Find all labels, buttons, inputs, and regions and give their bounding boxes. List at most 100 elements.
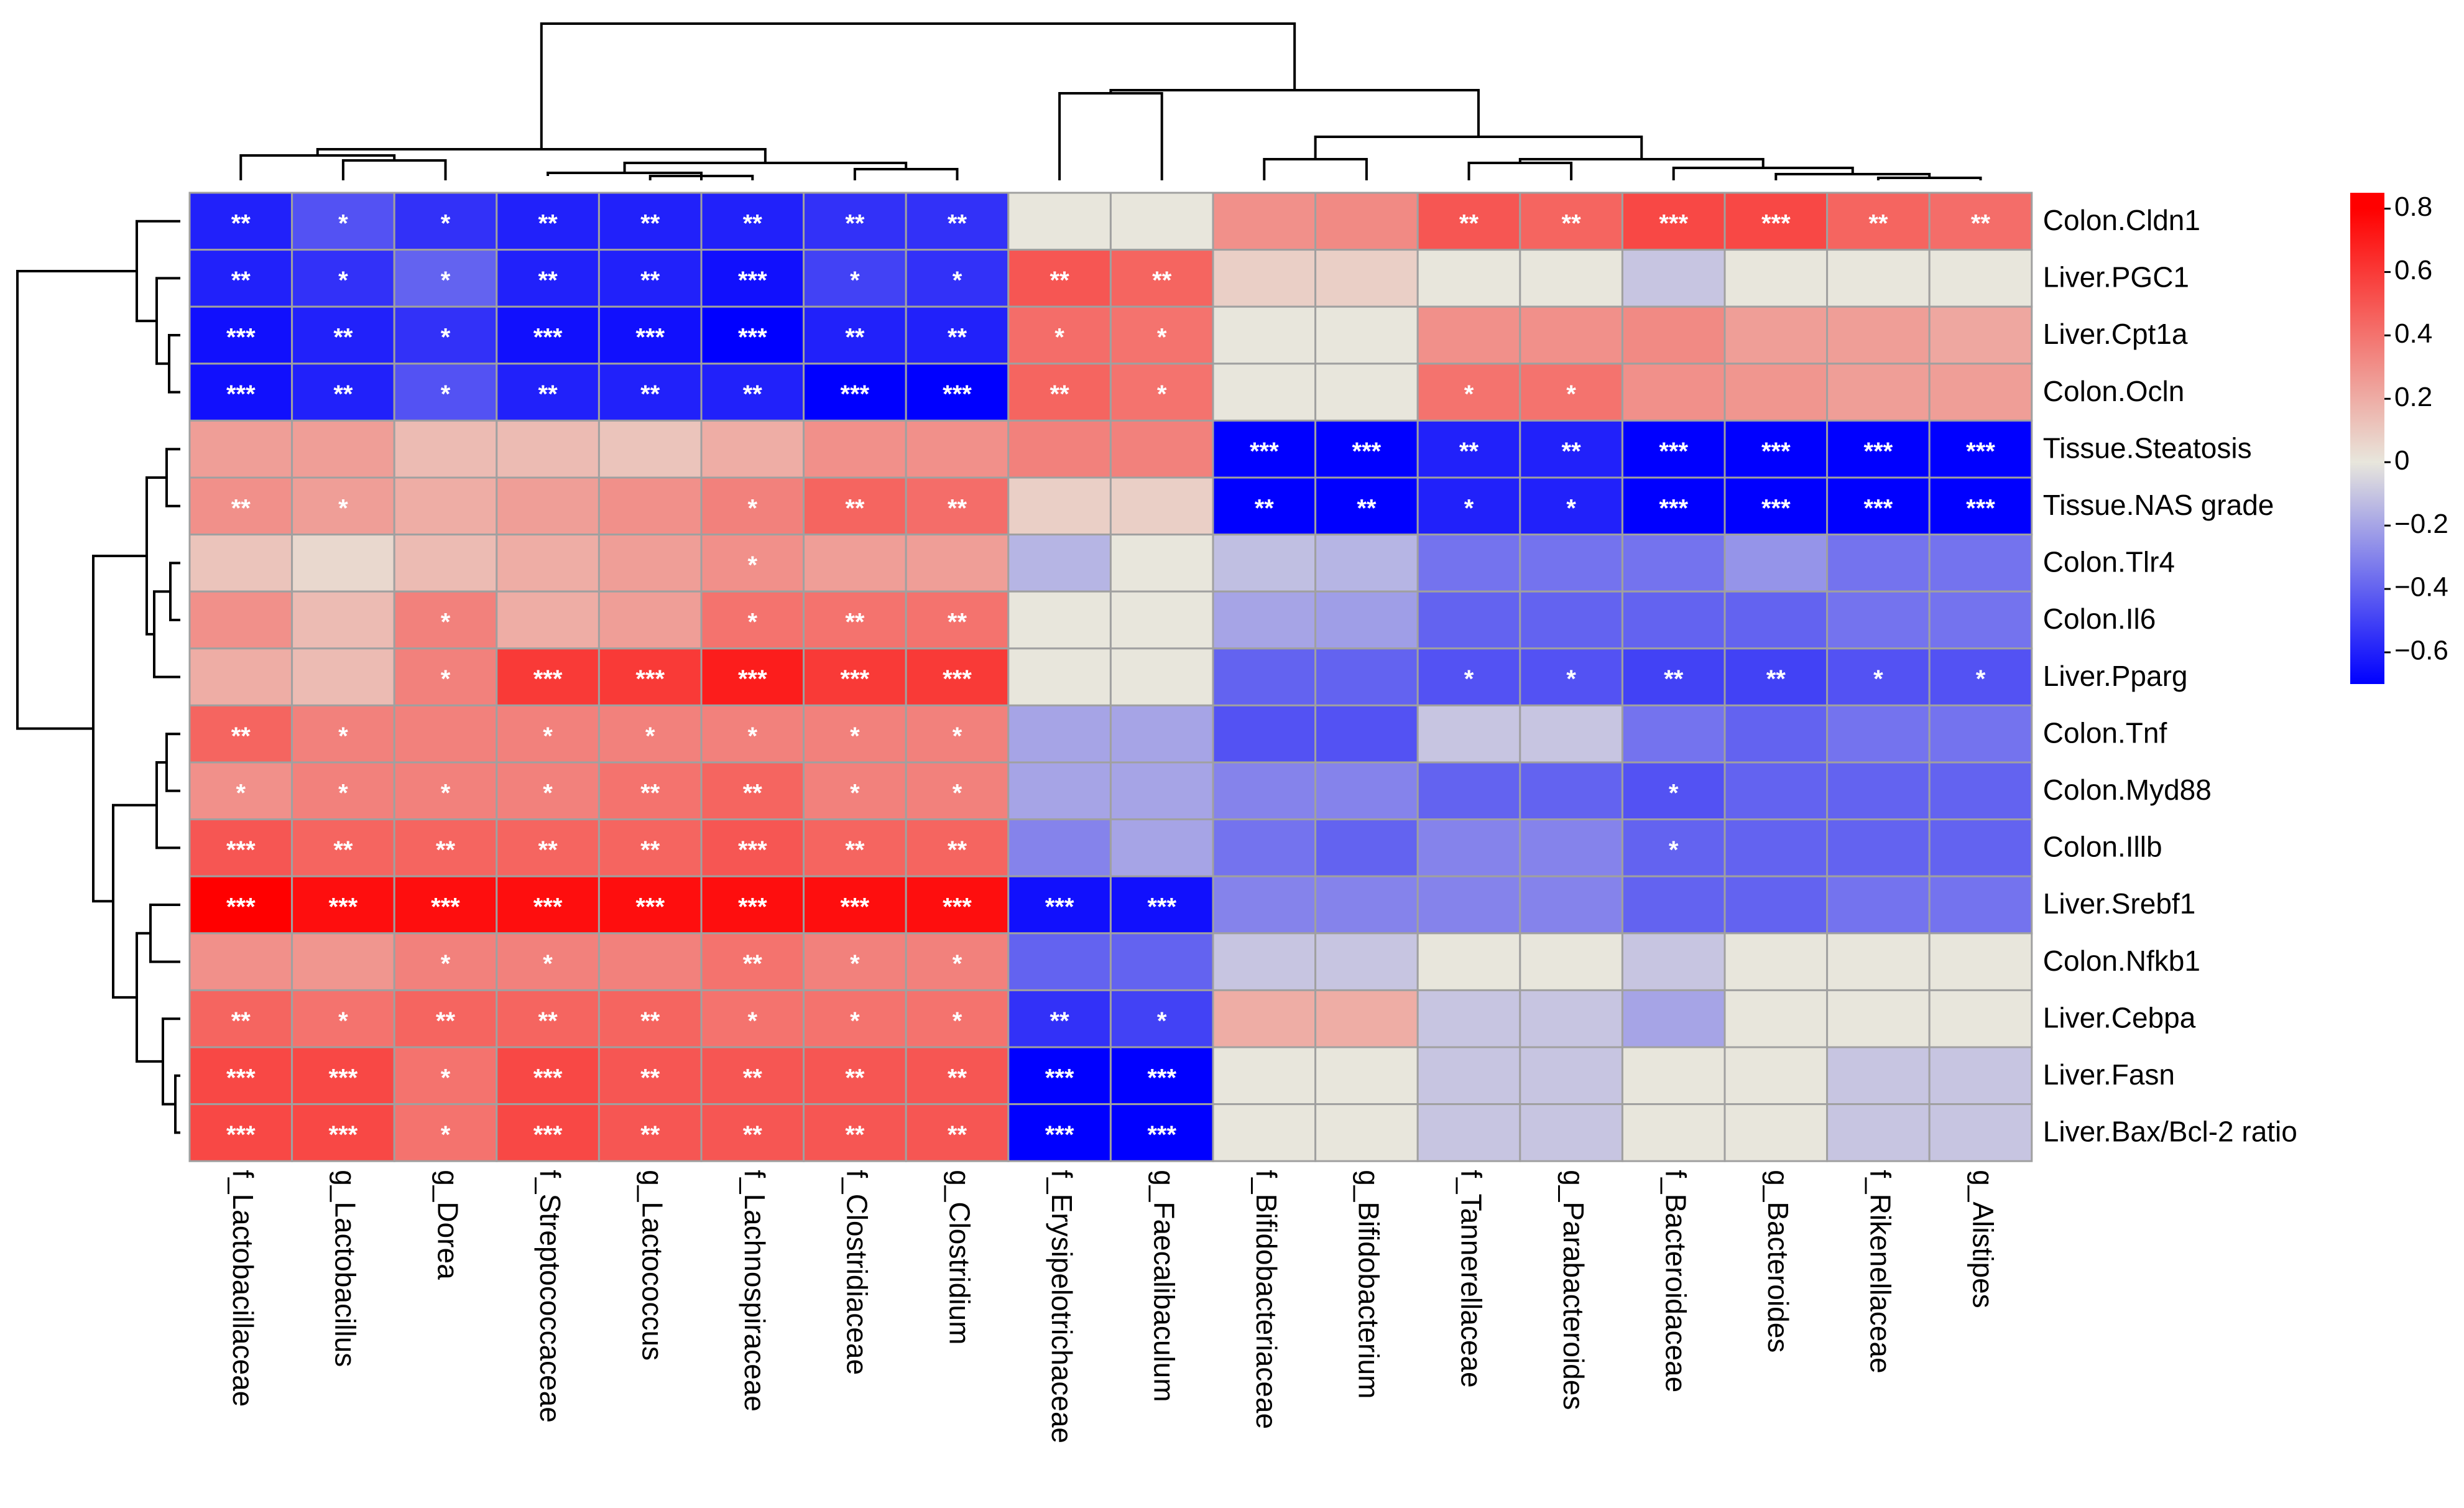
significance-label: * — [1157, 381, 1167, 408]
legend-tick-label: 0.2 — [2394, 382, 2432, 412]
significance-label: * — [748, 609, 758, 636]
dendrogram-branch — [16, 269, 137, 730]
heatmap-cell — [1621, 932, 1726, 991]
heatmap-cell — [1212, 704, 1317, 764]
significance-label: * — [953, 723, 962, 750]
significance-label: ** — [948, 609, 967, 636]
heatmap-cell — [1723, 989, 1829, 1048]
heatmap-cell — [496, 419, 600, 479]
heatmap-cell — [1314, 419, 1419, 479]
significance-label: ** — [1255, 494, 1275, 522]
heatmap-cell — [1314, 192, 1419, 251]
heatmap-cell — [803, 818, 907, 877]
heatmap-cell — [1212, 989, 1317, 1048]
significance-label: ** — [231, 267, 251, 294]
significance-label: *** — [1659, 210, 1688, 237]
heatmap-cell — [598, 818, 703, 877]
column-label: g_Lactococcus — [637, 1170, 669, 1361]
heatmap-cell — [1416, 932, 1521, 991]
significance-label: *** — [635, 894, 665, 921]
heatmap-cell — [905, 647, 1010, 706]
column-labels: f_Lactobacillaceae g_Lactobacillus g_Dorea… — [227, 1170, 1999, 1443]
heatmap-cell — [803, 534, 907, 593]
heatmap-cell — [1826, 875, 1931, 935]
heatmap-cell — [393, 590, 498, 650]
heatmap-cell — [496, 647, 600, 706]
heatmap-cell — [1314, 989, 1419, 1048]
heatmap-cell — [905, 249, 1010, 308]
heatmap-cell — [1109, 476, 1214, 536]
heatmap-cell — [393, 534, 498, 593]
heatmap-cell — [1109, 419, 1214, 479]
significance-label: ** — [948, 494, 967, 522]
significance-label: * — [1976, 665, 1986, 693]
legend-ticks: 0.8 0.6 0.4 0.2 0 −0.2 −0.4 −0.6 — [2384, 192, 2448, 666]
significance-label: * — [543, 950, 553, 978]
heatmap-cell — [1314, 305, 1419, 365]
heatmap-cell — [393, 761, 498, 821]
row-label: Colon.Myd88 — [2043, 774, 2212, 806]
heatmap-cell — [1723, 305, 1829, 365]
heatmap-cell — [188, 761, 293, 821]
heatmap-cell — [1007, 192, 1112, 251]
heatmap-cell — [496, 249, 600, 308]
heatmap-cell — [905, 476, 1010, 536]
heatmap-cell — [1621, 875, 1726, 935]
significance-label: *** — [1761, 438, 1791, 465]
heatmap-cell — [496, 192, 600, 251]
heatmap-cell — [598, 647, 703, 706]
heatmap-cell — [905, 704, 1010, 764]
heatmap-cell — [1416, 647, 1521, 706]
heatmap-cell — [1314, 363, 1419, 422]
significance-label: * — [850, 267, 860, 294]
significance-label: *** — [738, 665, 767, 693]
heatmap-cell — [598, 534, 703, 593]
significance-label: ** — [743, 779, 763, 807]
heatmap-cell — [905, 363, 1010, 422]
significance-label: * — [850, 950, 860, 978]
heatmap-cell — [1621, 818, 1726, 877]
heatmap-cell — [1416, 818, 1521, 877]
heatmap-cell — [1519, 704, 1623, 764]
heatmap-cell — [1416, 761, 1521, 821]
heatmap-cell — [1519, 534, 1623, 593]
significance-label: * — [236, 779, 246, 807]
heatmap-cell — [1519, 875, 1623, 935]
significance-label: *** — [738, 324, 767, 351]
heatmap-cell — [700, 476, 805, 536]
significance-label: * — [748, 552, 758, 579]
column-dendrogram — [239, 22, 1982, 180]
row-label: Colon.Tnf — [2043, 716, 2167, 749]
significance-label: * — [748, 1007, 758, 1035]
color-legend: 0.8 0.6 0.4 0.2 0 −0.2 −0.4 −0.6 — [2350, 192, 2448, 684]
significance-label: * — [1669, 836, 1679, 864]
heatmap-cell — [1519, 249, 1623, 308]
heatmap-cell — [393, 476, 498, 536]
heatmap-cell — [291, 818, 395, 877]
significance-label: *** — [226, 894, 256, 921]
significance-label: ** — [743, 210, 763, 237]
significance-label: *** — [226, 324, 256, 351]
significance-label: * — [338, 779, 348, 807]
significance-label: * — [338, 210, 348, 237]
heatmap-cell — [291, 534, 395, 593]
heatmap-cell — [291, 476, 395, 536]
heatmap-cell — [803, 305, 907, 365]
significance-label: * — [748, 723, 758, 750]
heatmap-cell — [803, 192, 907, 251]
significance-label: ** — [436, 836, 456, 864]
heatmap-cell — [188, 419, 293, 479]
heatmap-cell — [1928, 476, 2033, 536]
significance-label: * — [1464, 381, 1474, 408]
column-label: g_Alistipes — [1967, 1170, 1999, 1308]
heatmap-cell — [1928, 875, 2033, 935]
heatmap-cell — [188, 818, 293, 877]
row-dendrogram — [16, 220, 180, 1134]
heatmap-cell — [188, 647, 293, 706]
significance-label: *** — [943, 665, 972, 693]
significance-label: *** — [1352, 438, 1382, 465]
significance-label: ** — [333, 324, 353, 351]
significance-label: *** — [1045, 1121, 1074, 1149]
significance-label: *** — [329, 1121, 358, 1149]
significance-label: ** — [1357, 494, 1377, 522]
